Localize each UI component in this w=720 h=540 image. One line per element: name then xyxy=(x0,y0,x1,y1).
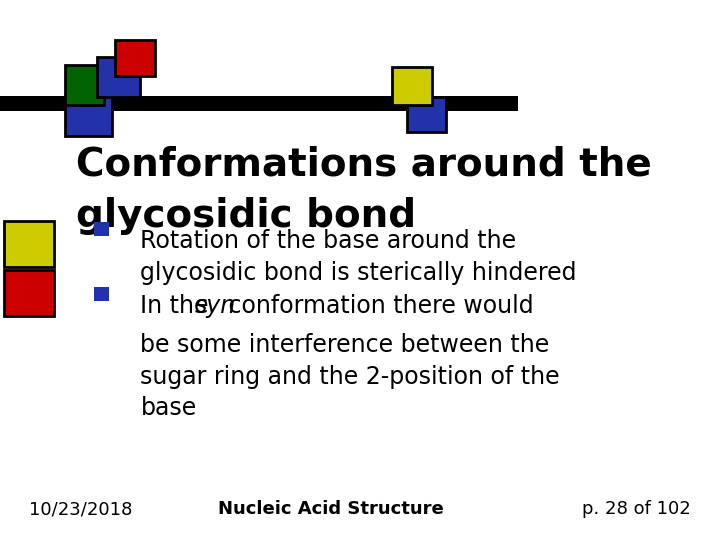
Text: glycosidic bond: glycosidic bond xyxy=(76,197,415,235)
Text: Rotation of the base around the
glycosidic bond is sterically hindered: Rotation of the base around the glycosid… xyxy=(140,230,577,285)
Text: 10/23/2018: 10/23/2018 xyxy=(29,501,132,518)
Bar xyxy=(4,270,54,316)
Bar xyxy=(97,57,140,97)
Bar xyxy=(4,221,54,267)
Bar xyxy=(94,287,109,301)
Bar xyxy=(65,65,104,105)
Text: be some interference between the
sugar ring and the 2-position of the
base: be some interference between the sugar r… xyxy=(140,333,560,420)
Text: conformation there would: conformation there would xyxy=(221,294,534,318)
Bar xyxy=(0,96,518,111)
Text: syn: syn xyxy=(195,294,236,318)
Bar xyxy=(65,96,112,136)
Bar xyxy=(392,68,432,105)
Bar xyxy=(407,97,446,132)
Text: Nucleic Acid Structure: Nucleic Acid Structure xyxy=(218,501,444,518)
Text: In the: In the xyxy=(140,294,217,318)
Text: Conformations around the: Conformations around the xyxy=(76,146,652,184)
Bar xyxy=(94,222,109,236)
Text: p. 28 of 102: p. 28 of 102 xyxy=(582,501,691,518)
Bar xyxy=(115,40,155,76)
